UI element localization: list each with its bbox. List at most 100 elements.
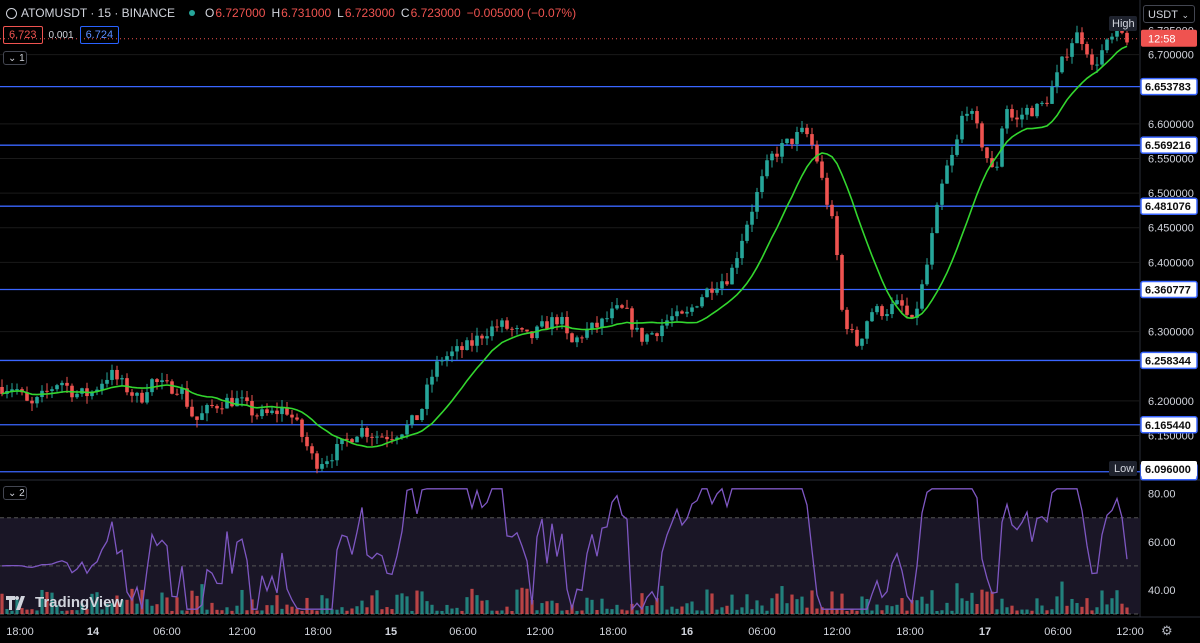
- candle-body: [1125, 32, 1129, 43]
- volume-bar: [955, 583, 959, 614]
- candle-body: [565, 316, 569, 334]
- level-price-tag: [1140, 136, 1198, 154]
- volume-bar: [350, 608, 354, 614]
- high-tag: [1109, 16, 1137, 31]
- volume-bar: [550, 600, 554, 614]
- volume-bar: [1105, 604, 1109, 614]
- volume-bar: [465, 597, 469, 614]
- volume-bar: [220, 610, 224, 614]
- candle-body: [760, 176, 764, 193]
- pane1-collapse-button[interactable]: ⌄ 1: [3, 51, 27, 65]
- candle-body: [600, 318, 604, 328]
- low-label: L: [337, 6, 344, 20]
- candle-body: [605, 318, 609, 320]
- volume-bar: [405, 596, 409, 614]
- candle-body: [680, 311, 684, 314]
- volume-bar: [390, 609, 394, 614]
- candle-body: [740, 240, 744, 259]
- countdown-label: 12:58: [1148, 34, 1176, 46]
- price-tick-label: 6.200000: [1148, 396, 1194, 408]
- candle-body: [275, 410, 279, 415]
- volume-bar: [980, 589, 984, 614]
- rsi-tick-label: 60.00: [1148, 537, 1176, 549]
- volume-bar: [225, 607, 229, 614]
- volume-bar: [435, 610, 439, 614]
- price-tick-label: 6.700000: [1148, 50, 1194, 62]
- candle-body: [75, 393, 79, 398]
- candle-body: [840, 255, 844, 310]
- candle-body: [480, 335, 484, 339]
- candle-body: [1085, 44, 1089, 55]
- candle-body: [350, 439, 354, 443]
- candle-body: [260, 409, 264, 417]
- volume-bar: [135, 603, 139, 614]
- symbol-label[interactable]: ATOMUSDT · 15 · BINANCE: [21, 6, 176, 20]
- volume-bar: [620, 609, 624, 614]
- volume-bar: [1080, 606, 1084, 614]
- currency-select[interactable]: USDT ⌄: [1143, 5, 1195, 23]
- candle-body: [130, 392, 134, 396]
- volume-bar: [580, 610, 584, 614]
- gear-icon[interactable]: ⚙: [1161, 623, 1173, 638]
- level-price-tag: [1140, 351, 1198, 370]
- candle-body: [720, 281, 724, 289]
- candle-body: [755, 192, 759, 212]
- volume-bar: [595, 610, 599, 614]
- legend-header: ATOMUSDT · 15 · BINANCE O 6.727000 H 6.731…: [6, 4, 582, 22]
- candle-body: [460, 346, 464, 350]
- candle-body: [730, 267, 734, 285]
- volume-bar: [305, 597, 309, 614]
- volume-bar: [745, 594, 749, 614]
- candle-body: [10, 389, 14, 391]
- volume-bar: [10, 610, 14, 614]
- tradingview-icon: [6, 595, 25, 610]
- candle-body: [210, 404, 214, 406]
- price-tick-label: 6.550000: [1148, 153, 1194, 165]
- candle-body: [590, 322, 594, 329]
- volume-bar: [725, 605, 729, 614]
- candle-body: [230, 397, 234, 407]
- low-price-tag: [1141, 461, 1197, 477]
- volume-bar: [310, 610, 314, 614]
- volume-bar: [735, 609, 739, 614]
- volume-bar: [320, 595, 324, 614]
- ask-button[interactable]: 6.724: [79, 26, 120, 44]
- candle-body: [335, 444, 339, 461]
- candle-body: [150, 379, 154, 393]
- candlesticks: [0, 25, 1129, 474]
- level-price-label: 6.569216: [1145, 140, 1191, 152]
- volume-bar: [385, 607, 389, 614]
- high-value: 6.731000: [281, 6, 332, 20]
- volume-bar: [1100, 590, 1104, 614]
- candle-body: [930, 233, 934, 265]
- time-tick-label: 12:00: [1116, 626, 1144, 638]
- candle-body: [400, 434, 404, 438]
- volume-bar: [690, 601, 694, 614]
- volume-bar: [45, 591, 49, 614]
- candle-body: [510, 328, 514, 330]
- volume-bar: [940, 610, 944, 614]
- candle-body: [965, 113, 969, 116]
- candle-body: [780, 143, 784, 157]
- level-price-tag: [1140, 197, 1198, 215]
- candle-body: [525, 329, 529, 332]
- candle-body: [615, 305, 619, 309]
- candle-body: [545, 321, 549, 330]
- volume-bar: [605, 608, 609, 614]
- volume-bar: [995, 609, 999, 614]
- volume-bar: [640, 593, 644, 614]
- volume-bar: [925, 603, 929, 614]
- bid-button[interactable]: 6.723: [3, 26, 43, 44]
- volume-bar: [635, 610, 639, 614]
- candle-body: [195, 416, 199, 420]
- volume-bar: [285, 604, 289, 614]
- candle-body: [910, 314, 914, 318]
- volume-bar: [150, 605, 154, 614]
- candle-body: [255, 415, 259, 417]
- pane2-collapse-button[interactable]: ⌄ 2: [3, 486, 27, 500]
- price-tick-label: 6.300000: [1148, 327, 1194, 339]
- candle-body: [610, 308, 614, 319]
- candle-body: [800, 127, 804, 133]
- volume-bar: [270, 605, 274, 614]
